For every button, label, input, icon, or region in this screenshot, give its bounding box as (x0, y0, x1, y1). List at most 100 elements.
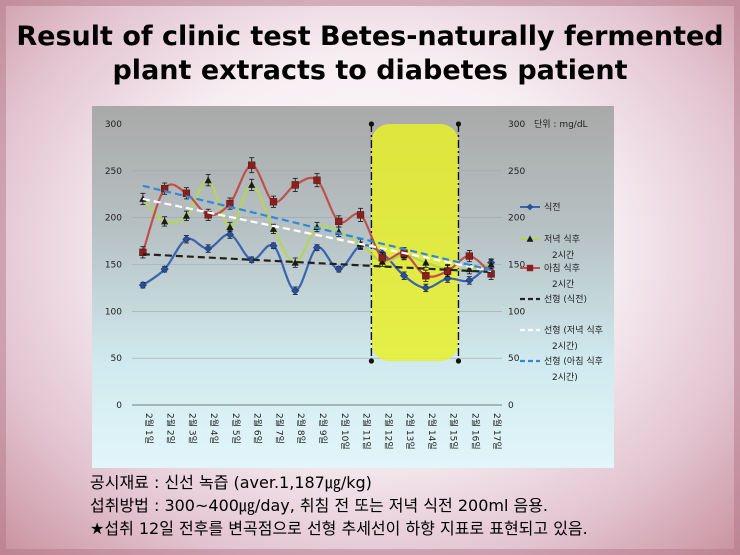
y-tick-label: 300 (105, 120, 122, 130)
point-square (269, 198, 278, 206)
point-triangle (487, 260, 495, 268)
point-triangle (226, 223, 234, 231)
chart: 0 50 100 150 200 250 300 0 50 100 150 200 250 300 단위 :… (92, 106, 614, 468)
point-diamond (247, 255, 256, 264)
point-diamond (225, 230, 234, 239)
x-tick-label: 2월 7일 (273, 413, 285, 444)
legend-label-line: 저녁 식후 (544, 234, 580, 245)
point-triangle (291, 258, 299, 266)
legend-label-line: 식전 (544, 202, 561, 213)
legend-label: 선형 (저녁 식후 2시간) (544, 325, 603, 352)
x-tick-label: 2월 3일 (186, 413, 198, 444)
legend-marker (526, 264, 534, 272)
legend-marker (526, 203, 534, 211)
point-triangle (248, 181, 256, 188)
point-diamond (182, 235, 191, 244)
x-tick-label: 2월 5일 (230, 413, 242, 444)
point-diamond (269, 241, 278, 250)
slide-title: Result of clinic test Betes-naturally fe… (0, 20, 740, 88)
point-square (291, 181, 299, 189)
point-square (139, 248, 147, 256)
chart-background (92, 106, 614, 468)
point-triangle (422, 258, 430, 266)
point-diamond (334, 265, 343, 274)
highlight-band (371, 124, 459, 361)
x-tick-label: 2월 6일 (252, 413, 264, 444)
point-square (313, 176, 321, 184)
y2-tick-label: 100 (508, 307, 525, 317)
y2-tick-label: 300 (508, 120, 525, 130)
y-tick-label: 200 (105, 214, 122, 224)
y2-tick-label: 250 (508, 167, 525, 177)
x-tick-label: 2월 4일 (208, 413, 220, 444)
point-square (335, 217, 343, 226)
note-material: 공시재료 : 신선 녹즙 (aver.1,187㎍/kg) (90, 473, 372, 492)
x-tick-label: 2월 9일 (317, 413, 329, 444)
point-square (465, 252, 474, 260)
legend-label: 저녁 식후 2시간 (544, 234, 580, 261)
legend-label-line: 2시간 (552, 250, 574, 261)
legend-label: 아침 식후 2시간 (544, 263, 580, 290)
point-diamond (465, 276, 474, 285)
legend-label-line: 선형 (아침 식후 (544, 356, 603, 367)
legend-label: 선형 (식전) (544, 294, 587, 305)
title-line-1: Result of clinic test Betes-naturally fe… (16, 21, 724, 52)
y-tick-label: 100 (105, 307, 122, 317)
x-tick-label: 2월 1일 (143, 413, 155, 444)
point-square (248, 161, 256, 169)
point-triangle (182, 211, 191, 219)
point-diamond (204, 244, 213, 253)
legend-label: 식전 (544, 202, 561, 213)
highlight-corner-dot (368, 358, 375, 364)
point-triangle (204, 176, 212, 184)
y2-tick-label: 150 (508, 261, 525, 271)
y-tick-label: 50 (111, 354, 123, 364)
x-tick-label: 2월 17일 (491, 413, 503, 450)
point-diamond (421, 283, 430, 292)
trendline-1 (142, 197, 492, 273)
point-diamond (312, 243, 322, 252)
x-tick-label: 2월 16일 (469, 413, 481, 450)
point-diamond (291, 286, 300, 295)
note-method: 섭취방법 : 300~400㎍/day, 취침 전 또는 저녁 식전 200ml… (90, 496, 549, 515)
legend-label: 선형 (아침 식후 2시간) (544, 356, 603, 383)
point-diamond (138, 281, 147, 290)
point-diamond (160, 265, 169, 274)
x-tick-label: 2월 8일 (295, 413, 307, 444)
note-summary: ★섭취 12일 전후를 변곡점으로 선형 추세선이 하향 지표로 표현되고 있음… (90, 519, 588, 538)
notes: 공시재료 : 신선 녹즙 (aver.1,187㎍/kg) 섭취방법 : 300… (90, 471, 730, 540)
title-line-2: plant extracts to diabetes patient (112, 55, 628, 86)
legend-label-line: 선형 (저녁 식후 (544, 325, 603, 336)
legend-label-line: 아침 식후 (544, 263, 580, 274)
trendline-0 (142, 253, 492, 274)
x-tick-label: 2월 14일 (426, 413, 438, 450)
highlight-corner-dot (368, 121, 375, 127)
legend-label-line: 2시간) (552, 372, 578, 383)
point-square (378, 254, 386, 262)
y2-tick-label: 0 (508, 401, 514, 411)
point-triangle (269, 225, 278, 232)
point-square (443, 267, 452, 275)
point-square (356, 211, 365, 219)
chart-svg: 0 50 100 150 200 250 300 0 50 100 150 200 250 300 단위 :… (92, 106, 614, 468)
highlight-corner-dot (455, 358, 462, 364)
y-tick-label: 0 (116, 401, 122, 411)
y-tick-label: 150 (105, 261, 122, 271)
unit-label: 단위 : mg/dL (534, 119, 588, 130)
y2-tick-label: 200 (508, 214, 525, 224)
y-tick-label: 250 (105, 167, 122, 177)
y2-tick-label: 50 (508, 354, 520, 364)
legend-label-line: 2시간 (552, 279, 574, 290)
point-diamond (400, 271, 409, 280)
legend-label-line: 선형 (식전) (544, 294, 587, 305)
x-tick-label: 2월 2일 (165, 413, 177, 444)
x-tick-label: 2월 11일 (361, 413, 373, 450)
x-tick-label: 2월 10일 (339, 413, 351, 450)
legend-label-line: 2시간) (552, 341, 578, 352)
trendline-2 (142, 184, 492, 272)
legend-marker (526, 235, 534, 242)
highlight-corner-dot (455, 121, 462, 127)
x-tick-label: 2월 13일 (404, 413, 416, 450)
